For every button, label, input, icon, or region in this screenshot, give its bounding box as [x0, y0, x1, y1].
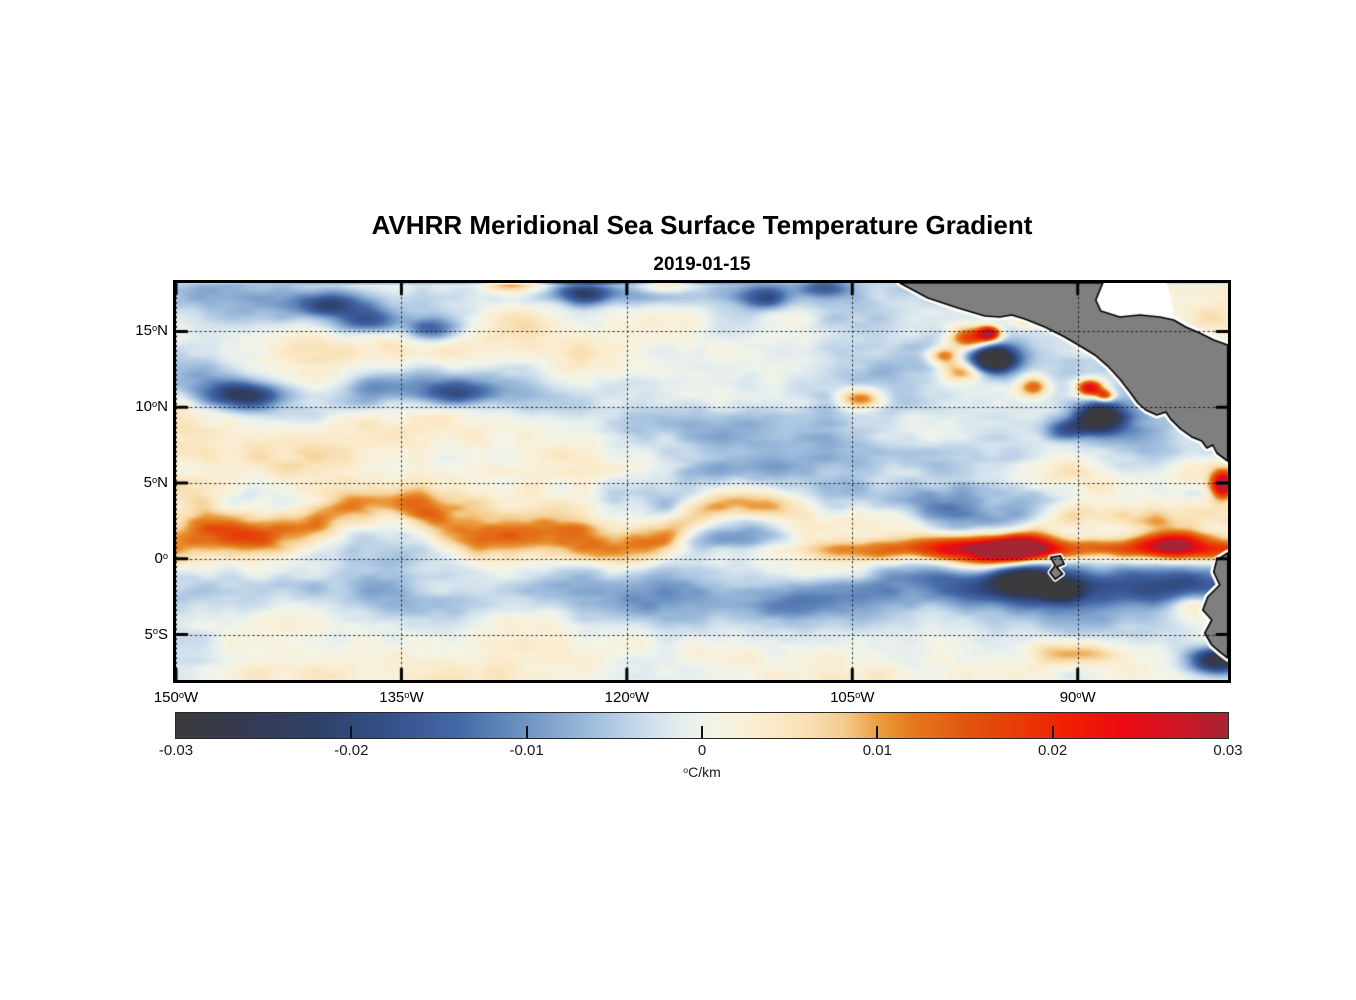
y-tick-label: 15oN [135, 322, 168, 340]
chart-title: AVHRR Meridional Sea Surface Temperature… [371, 210, 1033, 240]
colorbar-tick-label: -0.02 [334, 742, 369, 759]
x-tick-label: 105oW [830, 689, 875, 706]
x-tick-label: 135oW [379, 689, 424, 706]
colorbar [175, 712, 1229, 739]
y-tick-label: 10oN [135, 398, 168, 416]
sst-gradient-heatmap [176, 283, 1228, 680]
y-tick-label: 0o [154, 549, 168, 567]
unit-text: C/km [688, 764, 721, 780]
colorbar-tick-label: 0 [697, 742, 707, 759]
degree-symbol: o [683, 765, 689, 776]
colorbar-tick [876, 726, 879, 738]
colorbar-tick [525, 726, 528, 738]
y-tick-label: 5oS [144, 625, 168, 643]
x-tick-label: 150oW [153, 689, 199, 706]
colorbar-tick [701, 726, 703, 738]
colorbar-tick-label: -0.03 [158, 742, 194, 759]
x-tick-label: 120oW [604, 689, 650, 706]
colorbar-tick-label: 0.01 [862, 742, 892, 759]
y-tick-label: 5oN [143, 474, 168, 491]
colorbar-unit-label: oC/km [176, 764, 1228, 780]
colorbar-tick-label: 0.02 [1038, 742, 1068, 759]
colorbar-tick [1051, 726, 1054, 738]
colorbar-tick-label: 0.03 [1213, 742, 1243, 759]
colorbar-tick [350, 726, 353, 738]
colorbar-tick-label: -0.01 [509, 742, 544, 759]
chart-subtitle: 2019-01-15 [653, 254, 751, 275]
map-frame [173, 280, 1231, 683]
x-tick-label: 90oW [1059, 689, 1096, 706]
